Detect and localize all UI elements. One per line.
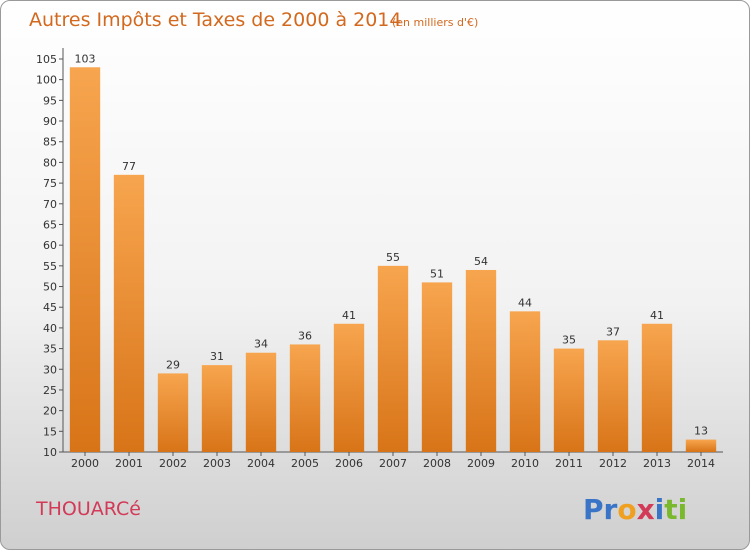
bar-2005 xyxy=(289,344,321,452)
bar-value-label: 55 xyxy=(386,251,400,264)
y-tick-label: 40 xyxy=(43,322,57,335)
bar-2003 xyxy=(201,365,233,452)
y-tick-label: 15 xyxy=(43,425,57,438)
bar-value-label: 35 xyxy=(562,334,576,347)
x-tick-label: 2011 xyxy=(555,457,583,470)
bar-value-label: 31 xyxy=(210,350,224,363)
y-tick-label: 20 xyxy=(43,405,57,418)
bar-value-label: 13 xyxy=(694,425,708,438)
x-tick-label: 2004 xyxy=(247,457,275,470)
x-tick-label: 2009 xyxy=(467,457,495,470)
x-tick-label: 2001 xyxy=(115,457,143,470)
city-name: THOUARCé xyxy=(35,498,141,520)
bar-2010 xyxy=(509,311,541,452)
y-tick-label: 105 xyxy=(36,53,57,66)
bar-value-label: 41 xyxy=(342,309,356,322)
y-tick-label: 45 xyxy=(43,301,57,314)
bar-value-label: 54 xyxy=(474,255,488,268)
bar-2001 xyxy=(113,174,145,452)
bar-value-label: 34 xyxy=(254,338,268,351)
x-tick-label: 2008 xyxy=(423,457,451,470)
y-tick-label: 75 xyxy=(43,177,57,190)
x-tick-label: 2010 xyxy=(511,457,539,470)
x-tick-label: 2013 xyxy=(643,457,671,470)
y-tick-label: 60 xyxy=(43,239,57,252)
x-tick-label: 2014 xyxy=(687,457,715,470)
y-tick-label: 10 xyxy=(43,446,57,459)
logo-text: Proxiti xyxy=(583,493,687,526)
bar-value-label: 51 xyxy=(430,267,444,280)
x-tick-label: 2007 xyxy=(379,457,407,470)
bar-2011 xyxy=(553,348,585,452)
bar-2006 xyxy=(333,323,365,452)
y-tick-group: 10 15 20 25 30 35 40 45 50 55 60 65 70 75 80 85 90 95 100 1… xyxy=(36,53,63,459)
bar-value-label: 44 xyxy=(518,296,532,309)
y-tick-label: 35 xyxy=(43,343,57,356)
y-tick-label: 80 xyxy=(43,156,57,169)
bar-2008 xyxy=(421,282,453,452)
y-tick-label: 95 xyxy=(43,94,57,107)
x-tick-label: 2005 xyxy=(291,457,319,470)
x-tick-group: 2000 2001 2002 2003 2004 2005 2006 2007 2008 2009… xyxy=(71,452,715,470)
x-tick-label: 2002 xyxy=(159,457,187,470)
y-tick-label: 55 xyxy=(43,260,57,273)
bar-2002 xyxy=(157,373,189,452)
y-tick-label: 25 xyxy=(43,384,57,397)
bar-2012 xyxy=(597,340,629,452)
bar-2000 xyxy=(69,67,101,452)
bar-2014 xyxy=(685,439,717,452)
y-tick-label: 70 xyxy=(43,198,57,211)
proxiti-logo[interactable]: Proxiti xyxy=(583,493,687,526)
y-tick-label: 30 xyxy=(43,363,57,376)
bar-2013 xyxy=(641,323,673,452)
x-tick-label: 2012 xyxy=(599,457,627,470)
bar-2004 xyxy=(245,352,277,452)
bar-2009 xyxy=(465,269,497,452)
bar-value-label: 29 xyxy=(166,358,180,371)
bar-value-label: 103 xyxy=(75,52,96,65)
y-tick-label: 90 xyxy=(43,115,57,128)
y-tick-label: 65 xyxy=(43,218,57,231)
bar-group: 103 77 29 31 34 36 41 55 51 54 44 35 37 41 13 xyxy=(69,52,717,452)
bar-value-label: 36 xyxy=(298,329,312,342)
x-tick-label: 2003 xyxy=(203,457,231,470)
bar-value-label: 77 xyxy=(122,160,136,173)
x-tick-label: 2006 xyxy=(335,457,363,470)
y-tick-label: 100 xyxy=(36,74,57,87)
y-tick-label: 85 xyxy=(43,136,57,149)
x-tick-label: 2000 xyxy=(71,457,99,470)
bar-2007 xyxy=(377,265,409,452)
chart-unit: (en milliers d'€) xyxy=(392,16,478,29)
bar-value-label: 37 xyxy=(606,325,620,338)
bar-value-label: 41 xyxy=(650,309,664,322)
chart-title: Autres Impôts et Taxes de 2000 à 2014 xyxy=(29,9,402,31)
y-tick-label: 50 xyxy=(43,281,57,294)
